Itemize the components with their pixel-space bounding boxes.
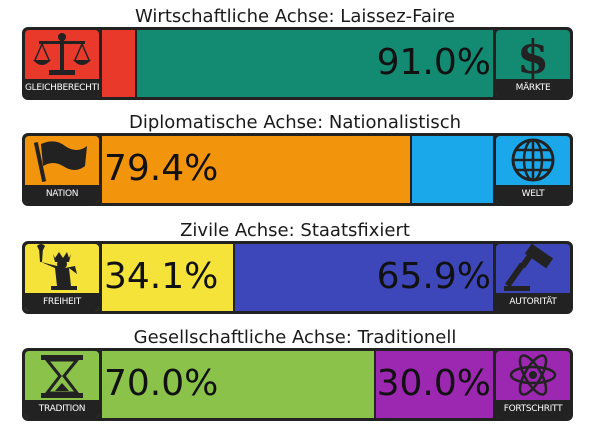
axis-panel: Gesellschaftliche Achse: Traditionell TRA… — [0, 321, 590, 429]
axis-bar: 34.1% 65.9% — [102, 244, 493, 311]
bar-segment-right — [412, 136, 493, 203]
atom-tile: FORTSCHRITT — [496, 351, 570, 418]
pole-label: AUTORITÄT — [496, 293, 570, 311]
axis-title: Gesellschaftliche Achse: Traditionell — [133, 327, 457, 348]
scales-tile: GLEICHBERECHTIGUNG — [25, 30, 99, 97]
bar-segment-left: 79.4% — [102, 136, 413, 203]
dollar-tile: $ MÄRKTE — [496, 30, 570, 97]
axis-bar: 91.0% — [102, 30, 493, 97]
pole-label: FORTSCHRITT — [496, 400, 570, 418]
percent-label: 30.0% — [376, 363, 491, 404]
svg-text:$: $ — [517, 30, 549, 80]
axis-bar: 79.4% — [102, 136, 493, 203]
axis-bar: 70.0% 30.0% — [102, 351, 493, 418]
axis-panel: Zivile Achse: Staatsfixiert FREIHEIT AUTOR… — [0, 214, 590, 322]
axis-title: Wirtschaftliche Achse: Laissez-Faire — [135, 6, 455, 27]
percent-label: 34.1% — [104, 256, 219, 297]
percent-label: 70.0% — [104, 363, 219, 404]
pole-label: TRADITION — [25, 400, 99, 418]
axis-bar-frame: FREIHEIT AUTORITÄT 34.1% 65.9% — [22, 241, 573, 314]
pole-label: WELT — [496, 185, 570, 203]
bar-segment-left: 70.0% — [102, 351, 376, 418]
hourglass-tile: TRADITION — [25, 351, 99, 418]
percent-label: 65.9% — [376, 256, 491, 297]
axis-panel: Wirtschaftliche Achse: Laissez-Faire GLEI… — [0, 0, 590, 108]
globe-tile: WELT — [496, 136, 570, 203]
percent-label: 91.0% — [376, 42, 491, 83]
bar-segment-right: 91.0% — [137, 30, 493, 97]
pole-label: NATION — [25, 185, 99, 203]
bar-segment-right: 30.0% — [375, 351, 493, 418]
pole-label: GLEICHBERECHTIGUNG — [25, 79, 99, 97]
axis-title: Zivile Achse: Staatsfixiert — [180, 220, 410, 241]
pole-label: MÄRKTE — [496, 79, 570, 97]
bar-segment-left: 34.1% — [102, 244, 236, 311]
percent-label: 79.4% — [104, 148, 219, 189]
axis-title: Diplomatische Achse: Nationalistisch — [128, 112, 462, 133]
axis-panel: Diplomatische Achse: Nationalistisch NATI… — [0, 106, 590, 214]
flag-tile: NATION — [25, 136, 99, 203]
gavel-tile: AUTORITÄT — [496, 244, 570, 311]
axis-bar-frame: TRADITION FORTSCHRITT 70.0% 30.0% — [22, 348, 573, 421]
axis-bar-frame: NATION WELT 79.4% — [22, 133, 573, 206]
bar-segment-left — [102, 30, 138, 97]
statue-of-liberty-tile: FREIHEIT — [25, 244, 99, 311]
bar-segment-right: 65.9% — [235, 244, 493, 311]
pole-label: FREIHEIT — [25, 293, 99, 311]
